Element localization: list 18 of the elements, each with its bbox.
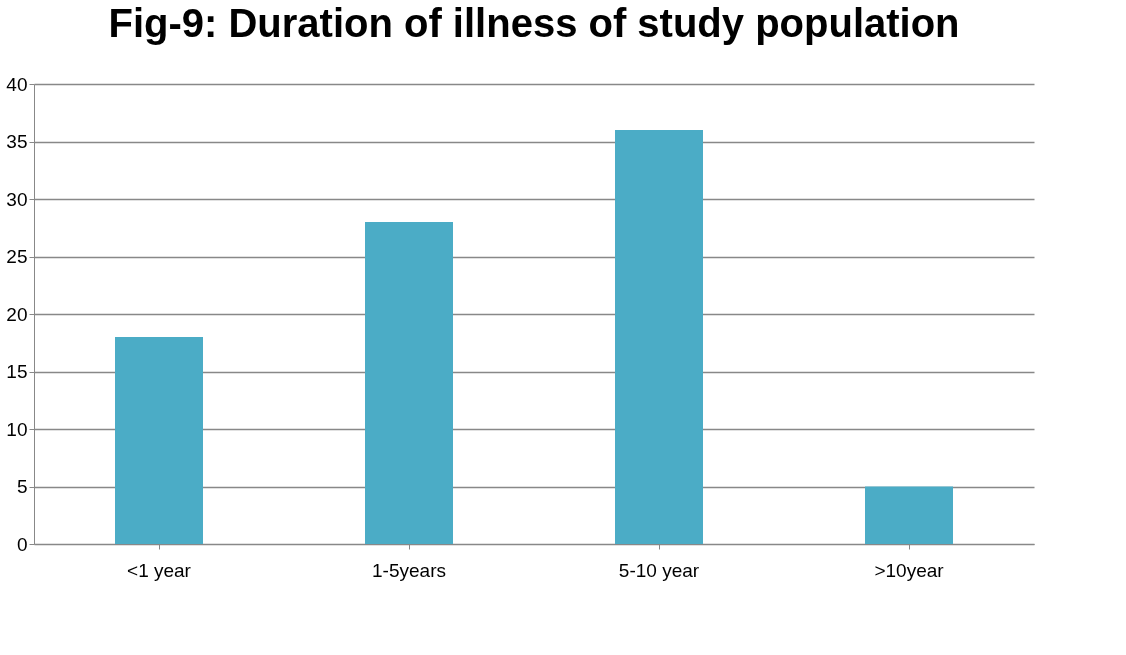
y-tick-label: 30: [6, 188, 28, 210]
y-tick-label: 35: [6, 131, 28, 152]
x-tick-label: 1-5years: [372, 559, 446, 581]
chart-title: Fig-9: Duration of illness of study population: [108, 1, 960, 45]
x-tick-label: 5-10 year: [618, 559, 700, 581]
bar: [615, 130, 703, 544]
x-tick-label: >10year: [874, 559, 945, 581]
y-tick-label: 5: [16, 476, 28, 497]
y-tick-label: 0: [16, 533, 28, 555]
y-tick-label: 15: [6, 361, 28, 382]
bar: [865, 486, 953, 544]
y-tick-label: 25: [6, 246, 28, 267]
x-tick-label: <1 year: [127, 559, 192, 581]
bar: [115, 337, 203, 544]
y-tick-label: 10: [6, 418, 28, 440]
y-tick-label: 40: [6, 73, 28, 95]
bar: [365, 222, 453, 544]
y-tick-label: 20: [6, 303, 28, 325]
